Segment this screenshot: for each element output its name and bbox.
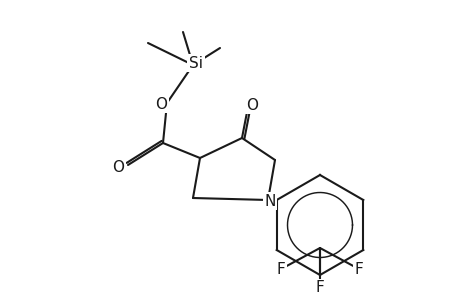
Text: F: F bbox=[354, 262, 363, 278]
Text: F: F bbox=[315, 280, 324, 296]
Text: O: O bbox=[246, 98, 257, 112]
Text: O: O bbox=[112, 160, 124, 175]
Text: F: F bbox=[276, 262, 285, 278]
Text: N: N bbox=[264, 194, 275, 208]
Text: Si: Si bbox=[189, 56, 202, 70]
Text: O: O bbox=[155, 97, 167, 112]
